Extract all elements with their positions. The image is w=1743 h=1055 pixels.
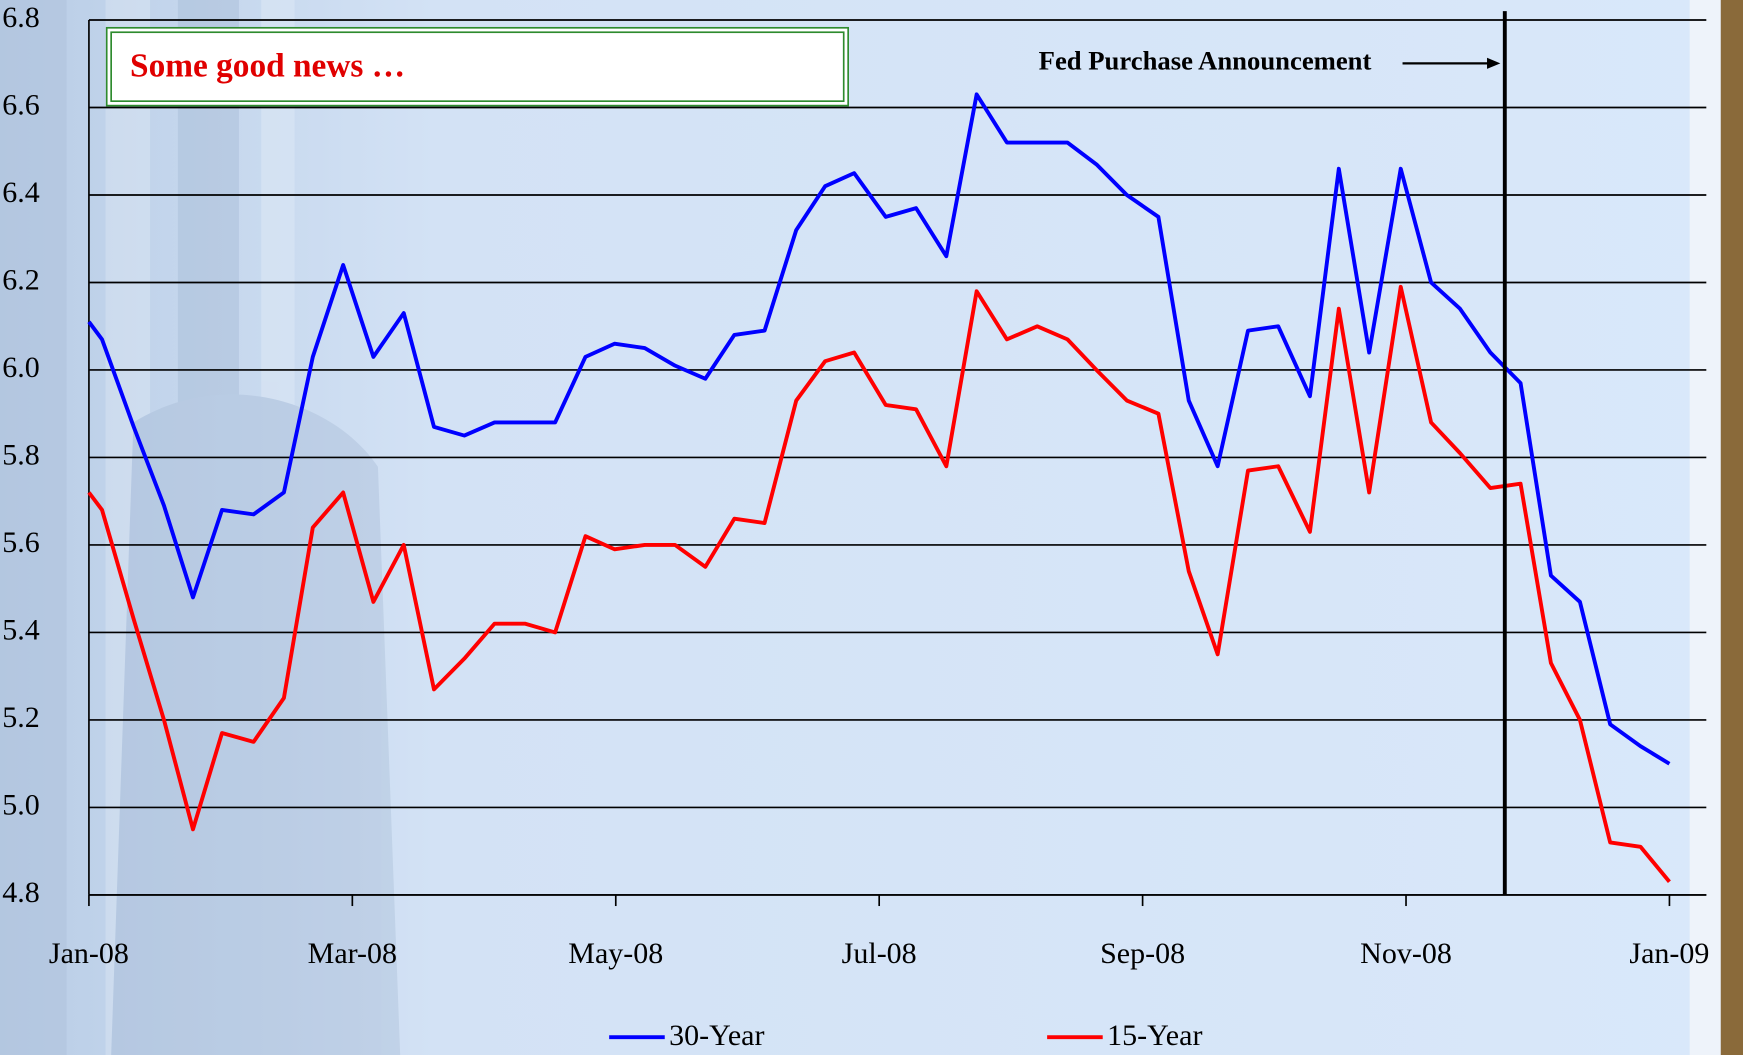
y-tick-label: 6.0 [2,351,39,384]
y-tick-label: 6.2 [2,263,39,296]
x-tick-label: Mar-08 [308,937,397,970]
series-line [87,284,1671,884]
x-tick-label: Jan-09 [1629,937,1709,970]
y-tick-label: 4.8 [2,876,39,909]
annotation-text: Fed Purchase Announcement [1039,45,1372,75]
callout-box [105,26,849,107]
x-tick-label: May-08 [568,937,663,970]
callout-box-inner [110,31,845,102]
annotation-arrowhead [1487,57,1501,69]
y-tick-label: 6.4 [2,176,39,209]
plot-area: 4.8 5.0 5.2 5.4 5.6 5.8 6.0 6.2 6.4 6.6 6.8 Jan-08 M… [2,1,1709,1052]
series-line [87,92,1671,766]
y-tick-label: 5.6 [2,526,39,559]
x-tick-label: Sep-08 [1100,937,1185,970]
legend-label: 30-Year [669,1019,764,1052]
legend-label: 15-Year [1107,1019,1202,1052]
y-tick-label: 5.2 [2,701,39,734]
border-strip [1689,0,1721,1055]
callout-text: Some good news … [130,48,405,85]
y-tick-label: 5.8 [2,438,39,471]
y-tick-label: 5.0 [2,788,39,821]
x-tick-label: Nov-08 [1360,937,1452,970]
border-frame [1720,0,1743,1055]
y-tick-label: 5.4 [2,613,39,646]
y-tick-label: 6.8 [2,1,39,34]
x-tick-label: Jul-08 [842,937,917,970]
x-tick-label: Jan-08 [49,937,129,970]
background-columns [0,0,401,1055]
y-tick-label: 6.6 [2,88,39,121]
